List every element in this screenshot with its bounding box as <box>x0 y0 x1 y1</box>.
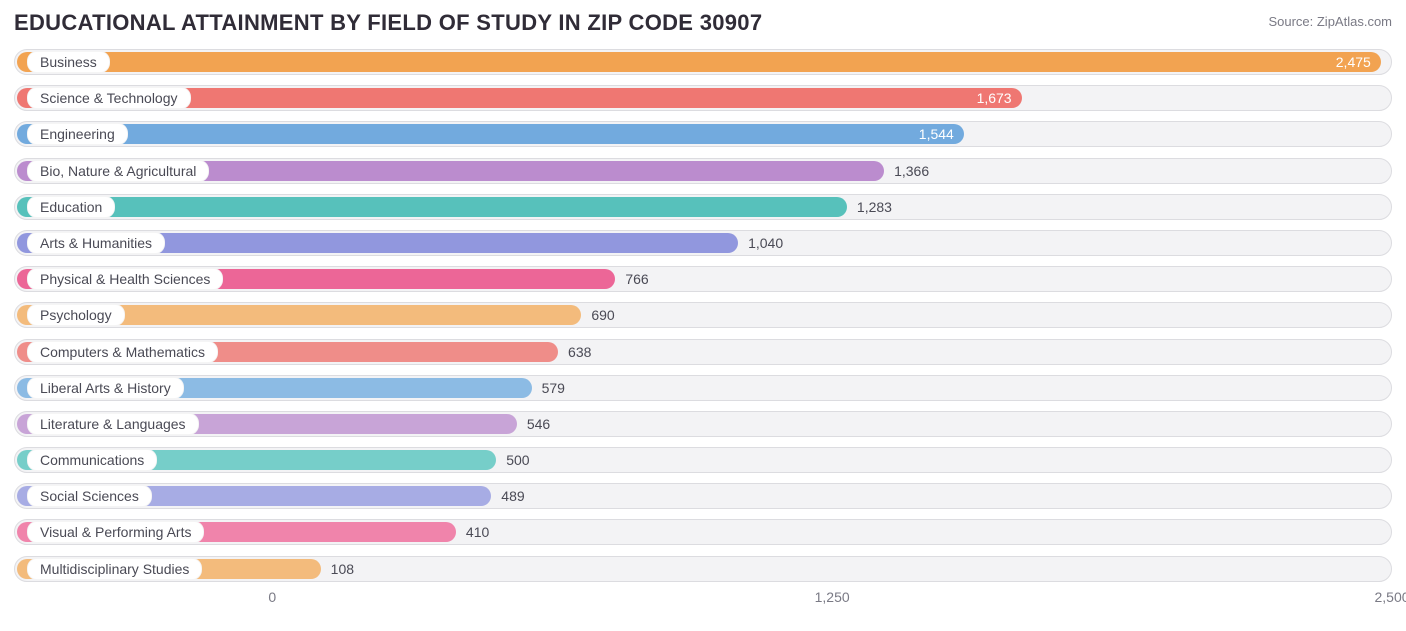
category-pill: Physical & Health Sciences <box>27 268 223 290</box>
value-label: 579 <box>542 380 565 396</box>
x-axis-tick: 0 <box>268 589 276 605</box>
value-label: 410 <box>466 524 489 540</box>
bars-area: Business 2,475 Science & Technology 1,673 En… <box>14 46 1392 585</box>
bar-row: Engineering 1,544 <box>14 118 1392 150</box>
value-label: 690 <box>591 307 614 323</box>
value-label: 489 <box>501 488 524 504</box>
value-label: 1,283 <box>857 199 892 215</box>
category-pill: Multidisciplinary Studies <box>27 558 202 580</box>
category-pill: Education <box>27 196 115 218</box>
category-pill: Bio, Nature & Agricultural <box>27 160 209 182</box>
bar-row: Communications 500 <box>14 444 1392 476</box>
bar-row: Multidisciplinary Studies 108 <box>14 553 1392 585</box>
bar-fill <box>17 197 847 217</box>
chart-container: EDUCATIONAL ATTAINMENT BY FIELD OF STUDY… <box>0 0 1406 631</box>
category-pill: Literature & Languages <box>27 413 199 435</box>
bar-row: Literature & Languages 546 <box>14 408 1392 440</box>
value-label: 108 <box>331 561 354 577</box>
category-pill: Science & Technology <box>27 87 191 109</box>
bar-row: Computers & Mathematics 638 <box>14 336 1392 368</box>
x-axis: 01,2502,500 <box>14 589 1392 619</box>
bar-row: Psychology 690 <box>14 299 1392 331</box>
bar-row: Liberal Arts & History 579 <box>14 372 1392 404</box>
value-label: 1,673 <box>977 90 1012 106</box>
bar-fill <box>17 124 964 144</box>
value-label: 766 <box>625 271 648 287</box>
bar-row: Physical & Health Sciences 766 <box>14 263 1392 295</box>
bar-row: Social Sciences 489 <box>14 480 1392 512</box>
bar-fill <box>17 52 1381 72</box>
category-pill: Visual & Performing Arts <box>27 521 204 543</box>
chart-source: Source: ZipAtlas.com <box>1268 14 1392 29</box>
category-pill: Psychology <box>27 304 125 326</box>
bar-row: Education 1,283 <box>14 191 1392 223</box>
category-pill: Business <box>27 51 110 73</box>
category-pill: Liberal Arts & History <box>27 377 184 399</box>
bar-row: Bio, Nature & Agricultural 1,366 <box>14 155 1392 187</box>
bar-row: Arts & Humanities 1,040 <box>14 227 1392 259</box>
value-label: 638 <box>568 344 591 360</box>
category-pill: Communications <box>27 449 157 471</box>
bar-row: Visual & Performing Arts 410 <box>14 516 1392 548</box>
value-label: 1,040 <box>748 235 783 251</box>
value-label: 2,475 <box>1336 54 1371 70</box>
x-axis-tick: 1,250 <box>815 589 850 605</box>
value-label: 1,544 <box>919 126 954 142</box>
bar-row: Business 2,475 <box>14 46 1392 78</box>
category-pill: Arts & Humanities <box>27 232 165 254</box>
value-label: 500 <box>506 452 529 468</box>
category-pill: Social Sciences <box>27 485 152 507</box>
x-axis-tick: 2,500 <box>1374 589 1406 605</box>
category-pill: Engineering <box>27 123 128 145</box>
chart-title: EDUCATIONAL ATTAINMENT BY FIELD OF STUDY… <box>14 10 762 36</box>
category-pill: Computers & Mathematics <box>27 341 218 363</box>
value-label: 546 <box>527 416 550 432</box>
value-label: 1,366 <box>894 163 929 179</box>
bar-row: Science & Technology 1,673 <box>14 82 1392 114</box>
chart-header: EDUCATIONAL ATTAINMENT BY FIELD OF STUDY… <box>14 10 1392 36</box>
